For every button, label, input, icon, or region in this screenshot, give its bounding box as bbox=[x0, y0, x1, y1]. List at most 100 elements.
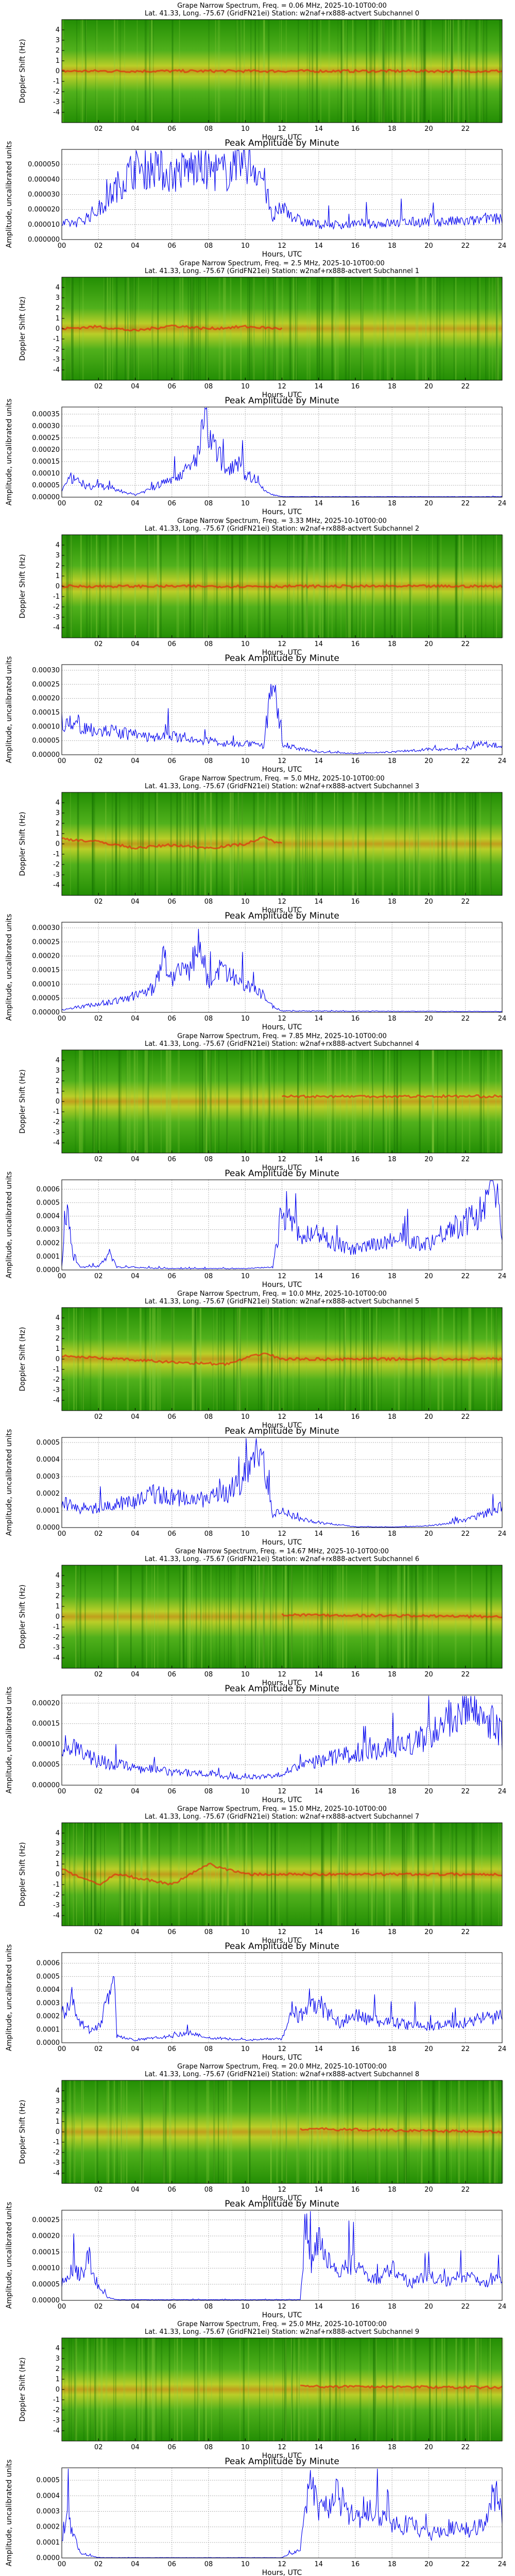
spectrogram-streak bbox=[361, 277, 364, 380]
spectrogram-streak bbox=[432, 277, 434, 380]
x-tick-label: 20 bbox=[424, 1671, 433, 1679]
x-tick-label: 04 bbox=[131, 640, 140, 648]
spectrogram-streak bbox=[489, 2080, 491, 2183]
spectrogram-streak bbox=[444, 792, 446, 895]
x-tick-label: 02 bbox=[94, 757, 103, 765]
spectrogram-streak bbox=[135, 2338, 137, 2441]
spectrogram-streak bbox=[473, 1308, 474, 1411]
y-tick-label: 0.00015 bbox=[32, 1720, 60, 1728]
spectrogram-streak bbox=[194, 1308, 196, 1411]
spectrogram-streak bbox=[105, 1823, 106, 1926]
x-tick-label: 20 bbox=[424, 2561, 433, 2568]
y-tick-label: -4 bbox=[53, 109, 60, 116]
spectrogram-streak bbox=[270, 1565, 271, 1668]
y-tick-label: -2 bbox=[53, 1118, 60, 1126]
spectrogram-streak bbox=[337, 277, 339, 380]
x-tick-label: 00 bbox=[58, 1788, 66, 1795]
spectrogram-streak bbox=[247, 1308, 248, 1411]
x-tick-label: 10 bbox=[241, 383, 250, 391]
spectrogram-streak bbox=[200, 1565, 201, 1668]
spectrogram-streak bbox=[433, 792, 435, 895]
spectrogram-streak bbox=[323, 2338, 324, 2441]
spectrogram-streak bbox=[404, 1565, 405, 1668]
amplitude-panel: Peak Amplitude by Minute 0.0000 0.0001 0.00… bbox=[5, 2456, 506, 2576]
x-tick-label: 18 bbox=[388, 640, 397, 648]
spectrogram-streak bbox=[270, 1565, 272, 1668]
y-tick-label: -4 bbox=[53, 1397, 60, 1404]
x-tick-label: 20 bbox=[424, 125, 433, 133]
y-tick-label: 4 bbox=[56, 541, 60, 549]
spectrogram-streak bbox=[270, 2080, 272, 2183]
spectrogram-streak bbox=[309, 277, 311, 380]
spectrogram-streak bbox=[239, 1050, 241, 1153]
y-tick-label: -3 bbox=[53, 2417, 60, 2425]
x-tick-label: 24 bbox=[498, 1530, 507, 1538]
spectrogram-streak bbox=[468, 2338, 469, 2441]
spectrogram-streak bbox=[231, 535, 233, 638]
spectrogram-streak bbox=[119, 1050, 122, 1153]
amplitude-series-line bbox=[61, 684, 503, 754]
spectrogram-streak bbox=[352, 20, 354, 123]
y-tick-label: 0.0000 bbox=[37, 1524, 60, 1532]
spectrogram-streak bbox=[125, 277, 126, 380]
y-tick-label: -4 bbox=[53, 2427, 60, 2435]
x-tick-label: 04 bbox=[131, 898, 140, 906]
y-axis-label: Doppler Shift (Hz) bbox=[19, 1327, 27, 1392]
x-tick-label: 20 bbox=[424, 2303, 433, 2311]
spectrogram-streak bbox=[359, 2338, 362, 2441]
x-tick-label: 14 bbox=[314, 1671, 323, 1679]
spectrogram-streak bbox=[317, 2080, 319, 2183]
spectrogram-streak bbox=[461, 535, 462, 638]
spectrogram-streak bbox=[369, 20, 370, 123]
x-tick-label: 12 bbox=[278, 1788, 286, 1795]
spectrogram-streak bbox=[369, 1050, 371, 1153]
y-tick-label: 3 bbox=[56, 2097, 60, 2105]
spectrogram-streak bbox=[95, 2080, 97, 2183]
spectrogram-streak bbox=[332, 1565, 334, 1668]
spectrogram-streak bbox=[462, 535, 464, 638]
x-tick-label: 04 bbox=[131, 1928, 140, 1936]
spectrogram-streak bbox=[70, 792, 71, 895]
spectrogram-streak bbox=[243, 2338, 245, 2441]
spectrogram-streak bbox=[278, 792, 280, 895]
spectrogram-streak bbox=[498, 1823, 500, 1926]
spectrogram-streak bbox=[159, 1308, 161, 1411]
spectrogram-streak bbox=[207, 2080, 209, 2183]
spectrogram-streak bbox=[291, 2338, 293, 2441]
x-tick-label: 16 bbox=[351, 898, 360, 906]
spectrogram-streak bbox=[365, 792, 366, 895]
spectrogram-streak bbox=[196, 2338, 199, 2441]
doppler-trace bbox=[281, 1094, 503, 1099]
spectrogram-streak bbox=[255, 1565, 257, 1668]
spectrogram-streak bbox=[284, 2338, 287, 2441]
spectrogram-streak bbox=[414, 1823, 415, 1926]
spectrogram-streak bbox=[181, 792, 183, 895]
spectrogram-streak bbox=[323, 2338, 325, 2441]
spectrogram-streak bbox=[303, 1565, 304, 1668]
spectrogram-streak bbox=[148, 1823, 150, 1926]
x-tick-label: 10 bbox=[241, 1788, 250, 1795]
y-tick-label: 0.00015 bbox=[32, 458, 60, 466]
spectrogram-streak bbox=[453, 277, 455, 380]
x-axis-label: Hours, UTC bbox=[262, 1937, 302, 1945]
spectrogram-streak bbox=[104, 1823, 106, 1926]
spectrogram-streak bbox=[268, 1565, 269, 1668]
spectrogram-streak bbox=[257, 792, 259, 895]
spectrogram-streak bbox=[375, 2080, 376, 2183]
x-tick-label: 00 bbox=[58, 757, 66, 765]
x-tick-label: 02 bbox=[94, 2303, 103, 2311]
spectrogram-streak bbox=[309, 792, 311, 895]
x-tick-label: 12 bbox=[278, 500, 286, 507]
x-tick-label: 16 bbox=[351, 1156, 360, 1163]
spectrogram-streak bbox=[161, 2338, 163, 2441]
spectrogram-streak bbox=[217, 1308, 219, 1411]
spectrogram-streak bbox=[153, 1308, 156, 1411]
spectrogram-streak bbox=[302, 792, 303, 895]
spectrogram-streak bbox=[79, 1050, 81, 1153]
spectrogram-streak bbox=[158, 1308, 159, 1411]
y-tick-label: 2 bbox=[56, 1592, 60, 1600]
y-tick-label: 0.000020 bbox=[28, 206, 60, 214]
spectrogram-streak bbox=[249, 2080, 251, 2183]
x-tick-label: 22 bbox=[461, 1413, 470, 1421]
